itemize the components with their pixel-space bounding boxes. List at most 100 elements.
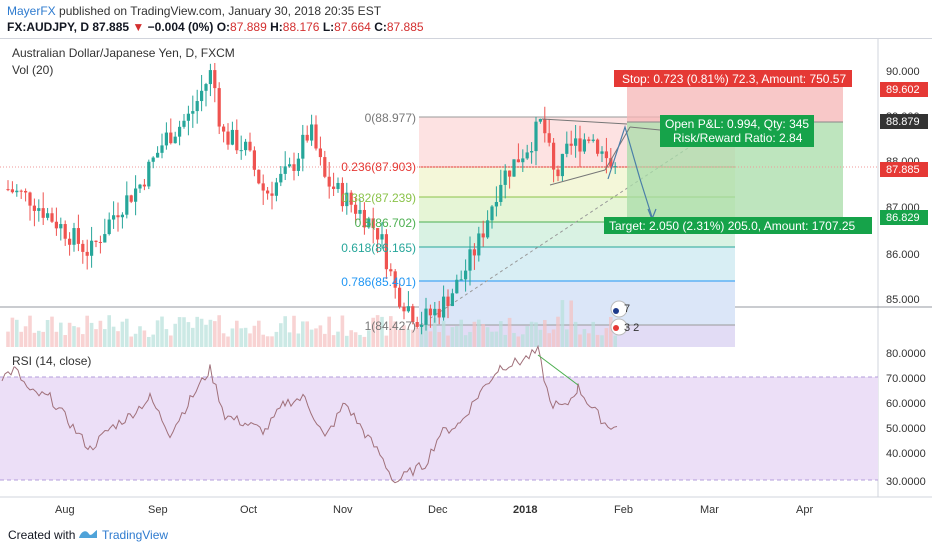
candle-body: [521, 158, 525, 163]
stop-label-bg[interactable]: [614, 70, 852, 87]
chart-svg[interactable]: 0(88.977) 0.236(87.903) 0.382(87.239) 0.…: [0, 39, 932, 519]
candle-body: [433, 308, 437, 316]
volume-bar: [217, 315, 221, 347]
volume-bar: [37, 330, 41, 347]
event-markers[interactable]: 7 3 2: [610, 300, 639, 336]
time-tick: Nov: [333, 504, 353, 516]
candle-body: [200, 90, 204, 102]
ohlc-line: FX:AUDJPY, D 87.885 ▼ −0.004 (0%) O:87.8…: [7, 20, 424, 34]
candle-body: [486, 220, 490, 238]
candle-body: [508, 170, 512, 177]
rsi-tick: 60.0000: [886, 398, 926, 410]
candle-body: [556, 169, 560, 177]
volume-bar: [173, 323, 177, 347]
candle-body: [499, 184, 503, 202]
candle-body: [525, 152, 529, 159]
volume-bar: [569, 300, 573, 347]
volume-bar: [76, 327, 81, 347]
volume-bar: [534, 322, 538, 347]
candle-body: [191, 111, 195, 114]
tradingview-brand[interactable]: TradingView: [102, 528, 169, 542]
candle-body: [424, 308, 428, 325]
fib-label-3: 0.5(86.702): [355, 216, 416, 230]
volume-bar: [265, 336, 270, 347]
candle-body: [301, 134, 305, 159]
target-label-bg[interactable]: [604, 217, 872, 234]
volume-bar: [455, 326, 459, 347]
volume-bar: [85, 315, 89, 347]
volume-bar: [257, 320, 261, 347]
volume-bar: [15, 319, 19, 347]
volume-bar: [32, 332, 37, 347]
volume-bar: [353, 332, 358, 347]
event-count-2: 3 2: [624, 322, 639, 334]
candle-body: [569, 143, 573, 146]
candle-body: [107, 219, 111, 235]
volume-bar: [182, 317, 186, 347]
pl-label-bg[interactable]: [660, 115, 814, 147]
time-axis[interactable]: Aug Sep Oct Nov Dec 2018 Feb Mar Apr: [55, 504, 813, 516]
candle-body: [266, 190, 270, 194]
candle-body: [32, 205, 36, 211]
candle-body: [345, 192, 349, 207]
volume-bar: [450, 327, 455, 347]
candle-body: [600, 151, 604, 154]
publish-line: MayerFX published on TradingView.com, Ja…: [7, 4, 381, 18]
fib-label-6: 1(84.427): [365, 319, 416, 333]
candle-body: [151, 157, 155, 162]
volume-bar: [129, 336, 133, 347]
low-value: 87.664: [334, 20, 371, 34]
candle-body: [116, 215, 120, 218]
candle-body: [15, 190, 19, 193]
candle-body: [222, 126, 226, 132]
author-link[interactable]: MayerFX: [7, 4, 56, 18]
chart-area[interactable]: 0(88.977) 0.236(87.903) 0.382(87.239) 0.…: [0, 38, 932, 518]
candle-body: [288, 164, 292, 167]
candle-body: [512, 159, 516, 177]
volume-bar: [582, 329, 587, 347]
price-tick: 85.000: [886, 294, 920, 306]
volume-bar: [349, 330, 353, 347]
time-tick: Oct: [240, 504, 257, 516]
candle-body: [332, 186, 336, 189]
candle-body: [248, 141, 252, 151]
candle-body: [591, 139, 595, 141]
volume-bar: [402, 325, 406, 347]
rsi-axis[interactable]: 80.0000 70.0000 60.0000 50.0000 40.0000 …: [886, 348, 926, 488]
volume-bar: [67, 322, 72, 347]
volume-bar: [169, 335, 173, 347]
candle-body: [494, 201, 498, 207]
candle-body: [85, 251, 89, 256]
candle-body: [28, 192, 32, 206]
volume-bar: [28, 315, 32, 347]
volume-bar: [591, 321, 595, 347]
candle-body: [402, 306, 406, 312]
candle-body: [442, 296, 446, 318]
volume-bar: [213, 321, 217, 347]
candle-body: [186, 113, 190, 121]
price-tick: 90.000: [886, 66, 920, 78]
volume-bar: [538, 329, 543, 347]
volume-bar: [103, 329, 107, 347]
volume-bar: [411, 329, 415, 347]
down-arrow-icon: ▼: [132, 20, 145, 34]
price-axis[interactable]: 90.000 89.000 88.000 87.000 86.000 85.00…: [886, 66, 920, 306]
volume-bar: [208, 319, 213, 347]
volume-bar: [375, 315, 380, 347]
candle-body: [336, 182, 340, 189]
candle-body: [283, 166, 287, 174]
candle-body: [538, 118, 542, 122]
volume-bar: [340, 315, 345, 347]
candle-body: [428, 308, 432, 316]
volume-bars: [6, 300, 617, 347]
volume-bar: [415, 327, 419, 347]
candle-body: [41, 208, 45, 218]
rsi-divergence-line[interactable]: [537, 354, 579, 386]
candle-body: [274, 182, 278, 196]
close-value: 87.885: [386, 20, 424, 34]
footer: Created with TradingView: [0, 518, 932, 550]
event-count-1: 7: [624, 303, 630, 315]
volume-label: Vol (20): [12, 63, 53, 77]
volume-bar: [358, 334, 362, 347]
symbol-label[interactable]: FX:AUDJPY, D: [7, 20, 90, 34]
